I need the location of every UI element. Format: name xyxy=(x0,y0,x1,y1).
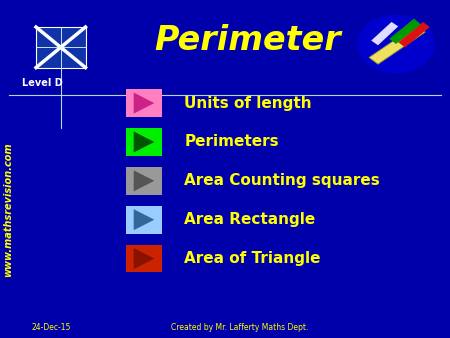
FancyBboxPatch shape xyxy=(126,206,162,234)
Polygon shape xyxy=(398,22,430,47)
Text: Created by Mr. Lafferty Maths Dept.: Created by Mr. Lafferty Maths Dept. xyxy=(171,323,308,332)
Text: Units of length: Units of length xyxy=(184,96,312,111)
FancyBboxPatch shape xyxy=(126,128,162,156)
Polygon shape xyxy=(134,248,154,269)
Text: 24-Dec-15: 24-Dec-15 xyxy=(32,323,71,332)
FancyBboxPatch shape xyxy=(126,167,162,195)
Text: Area of Triangle: Area of Triangle xyxy=(184,251,321,266)
Text: Perimeter: Perimeter xyxy=(154,24,341,57)
Polygon shape xyxy=(369,25,425,64)
Text: Perimeters: Perimeters xyxy=(184,135,279,149)
Text: Level D: Level D xyxy=(22,78,63,88)
FancyBboxPatch shape xyxy=(126,89,162,117)
Circle shape xyxy=(358,15,434,73)
Polygon shape xyxy=(134,209,154,230)
Polygon shape xyxy=(134,170,154,191)
Polygon shape xyxy=(134,93,154,114)
FancyBboxPatch shape xyxy=(126,245,162,272)
Polygon shape xyxy=(134,131,154,152)
FancyBboxPatch shape xyxy=(36,27,86,68)
Polygon shape xyxy=(371,22,398,45)
Text: www.mathsrevision.com: www.mathsrevision.com xyxy=(3,142,13,277)
Text: Area Counting squares: Area Counting squares xyxy=(184,173,380,188)
Text: Area Rectangle: Area Rectangle xyxy=(184,212,316,227)
Polygon shape xyxy=(389,19,421,44)
